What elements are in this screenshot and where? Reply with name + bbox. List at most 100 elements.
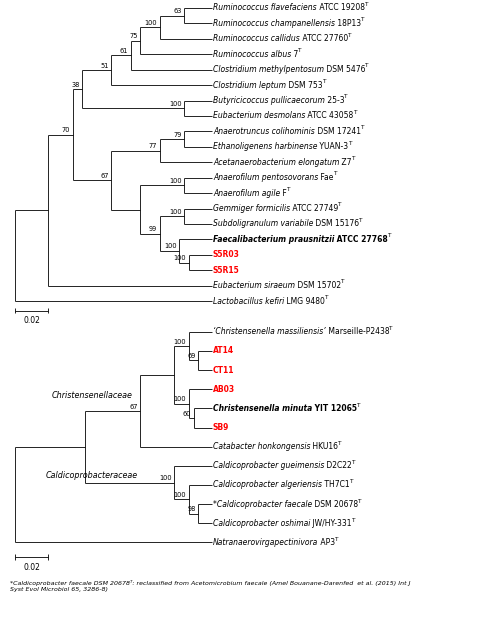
Text: T: T: [361, 125, 364, 130]
Text: LMG 9480: LMG 9480: [284, 297, 325, 305]
Text: Lactobacillus kefiri: Lactobacillus kefiri: [213, 297, 284, 305]
Text: SB9: SB9: [213, 423, 229, 432]
Text: T: T: [358, 498, 362, 504]
Text: DSM 15702: DSM 15702: [295, 281, 341, 290]
Text: 99: 99: [149, 226, 157, 232]
Text: T: T: [299, 48, 302, 53]
Text: Christensenella minuta: Christensenella minuta: [213, 404, 312, 413]
Text: ATCC 27749: ATCC 27749: [290, 204, 338, 213]
Text: T: T: [388, 233, 392, 238]
Text: CT11: CT11: [213, 365, 234, 375]
Text: 100: 100: [174, 396, 186, 403]
Text: Ruminococcus albus: Ruminococcus albus: [213, 50, 291, 59]
Text: Subdoligranulum variabile: Subdoligranulum variabile: [213, 220, 313, 228]
Text: Gemmiger formicilis: Gemmiger formicilis: [213, 204, 290, 213]
Text: 100: 100: [159, 475, 172, 481]
Text: ATCC 43058: ATCC 43058: [305, 112, 354, 121]
Text: Acetanaerobacterium elongatum: Acetanaerobacterium elongatum: [213, 158, 339, 167]
Text: JW/HY-331: JW/HY-331: [310, 519, 352, 528]
Text: T: T: [333, 172, 337, 177]
Text: ATCC 19208: ATCC 19208: [317, 3, 364, 13]
Text: Clostridium methylpentosum: Clostridium methylpentosum: [213, 65, 324, 74]
Text: DSM 17241: DSM 17241: [315, 127, 361, 136]
Text: T: T: [361, 17, 364, 22]
Text: AB03: AB03: [213, 385, 235, 394]
Text: Ruminococcus champanellensis: Ruminococcus champanellensis: [213, 19, 335, 28]
Text: 100: 100: [169, 178, 182, 184]
Text: 67: 67: [100, 172, 109, 179]
Text: ‘Christensenella massiliensis’: ‘Christensenella massiliensis’: [213, 327, 326, 336]
Text: Caldicoprobacter algeriensis: Caldicoprobacter algeriensis: [213, 480, 322, 490]
Text: 100: 100: [169, 101, 182, 107]
Text: ATCC 27760: ATCC 27760: [300, 34, 348, 44]
Text: F: F: [280, 189, 287, 198]
Text: T: T: [365, 63, 369, 68]
Text: T: T: [352, 156, 355, 161]
Text: T: T: [357, 403, 361, 408]
Text: 100: 100: [174, 339, 186, 345]
Text: 0.02: 0.02: [23, 563, 40, 572]
Text: T: T: [287, 187, 290, 192]
Text: S5R15: S5R15: [213, 266, 240, 274]
Text: Christensenellaceae: Christensenellaceae: [51, 391, 133, 400]
Text: 7: 7: [291, 50, 299, 59]
Text: T: T: [338, 202, 342, 207]
Text: T: T: [348, 141, 352, 146]
Text: 98: 98: [188, 507, 196, 512]
Text: Anaerofilum pentosovorans: Anaerofilum pentosovorans: [213, 173, 318, 182]
Text: Natranaerovirgapectinivora: Natranaerovirgapectinivora: [213, 538, 318, 547]
Text: Marseille-P2438: Marseille-P2438: [326, 327, 389, 336]
Text: *Caldicoprobacter faecale DSM 20678ᵀ: reclassified from Acetomicrobium faecale (: *Caldicoprobacter faecale DSM 20678ᵀ: re…: [10, 580, 410, 592]
Text: 100: 100: [164, 244, 177, 249]
Text: Butyricicoccus pullicaecorum: Butyricicoccus pullicaecorum: [213, 96, 325, 105]
Text: 0.02: 0.02: [23, 316, 40, 326]
Text: Eubacterium siraeum: Eubacterium siraeum: [213, 281, 295, 290]
Text: DSM 20678: DSM 20678: [312, 500, 358, 509]
Text: T: T: [389, 326, 393, 331]
Text: DSM 753: DSM 753: [286, 81, 322, 90]
Text: 60: 60: [182, 411, 191, 416]
Text: 100: 100: [145, 20, 157, 26]
Text: T: T: [354, 110, 357, 115]
Text: YIT 12065: YIT 12065: [312, 404, 357, 413]
Text: 100: 100: [169, 209, 182, 215]
Text: T: T: [322, 79, 326, 84]
Text: Caldicoprobacteraceae: Caldicoprobacteraceae: [46, 471, 138, 480]
Text: AT14: AT14: [213, 346, 234, 355]
Text: T: T: [348, 33, 351, 37]
Text: Clostridium leptum: Clostridium leptum: [213, 81, 286, 90]
Text: 77: 77: [149, 143, 157, 149]
Text: T: T: [325, 295, 329, 300]
Text: Ruminococcus flavefaciens: Ruminococcus flavefaciens: [213, 3, 317, 13]
Text: *Caldicoprobacter faecale: *Caldicoprobacter faecale: [213, 500, 312, 509]
Text: T: T: [335, 537, 339, 542]
Text: S5R03: S5R03: [213, 251, 240, 259]
Text: 25-3: 25-3: [325, 96, 345, 105]
Text: T: T: [349, 480, 353, 485]
Text: Caldicoprobacter oshimai: Caldicoprobacter oshimai: [213, 519, 310, 528]
Text: Ruminococcus callidus: Ruminococcus callidus: [213, 34, 300, 44]
Text: Caldicoprobacter gueimensis: Caldicoprobacter gueimensis: [213, 461, 324, 470]
Text: Catabacter honkongensis: Catabacter honkongensis: [213, 442, 310, 451]
Text: Fae: Fae: [318, 173, 333, 182]
Text: 100: 100: [174, 492, 186, 498]
Text: Eubacterium desmolans: Eubacterium desmolans: [213, 112, 305, 121]
Text: 75: 75: [129, 33, 138, 39]
Text: 100: 100: [174, 255, 186, 261]
Text: DSM 5476: DSM 5476: [324, 65, 365, 74]
Text: D2C22: D2C22: [324, 461, 352, 470]
Text: Ethanoligenens harbinense: Ethanoligenens harbinense: [213, 143, 318, 151]
Text: T: T: [352, 518, 355, 522]
Text: AP3: AP3: [318, 538, 335, 547]
Text: T: T: [341, 280, 345, 285]
Text: T: T: [345, 94, 348, 99]
Text: Anaerotruncus colihominis: Anaerotruncus colihominis: [213, 127, 315, 136]
Text: 70: 70: [61, 127, 70, 133]
Text: 51: 51: [101, 62, 109, 69]
Text: T: T: [352, 461, 356, 465]
Text: Faecalibacterium prausnitzii: Faecalibacterium prausnitzii: [213, 235, 334, 244]
Text: TH7C1: TH7C1: [322, 480, 349, 490]
Text: 18P13: 18P13: [335, 19, 361, 28]
Text: ATCC 27768: ATCC 27768: [334, 235, 388, 244]
Text: Anaerofilum agile: Anaerofilum agile: [213, 189, 280, 198]
